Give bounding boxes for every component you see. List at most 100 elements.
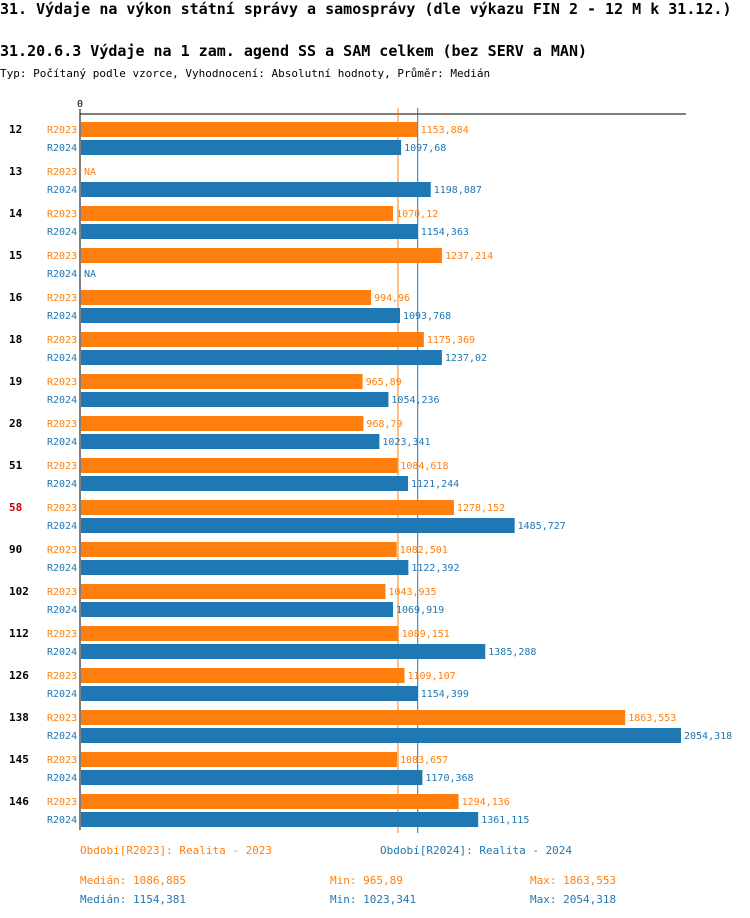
value-label-r2023: 965,89 (366, 377, 402, 388)
value-label-r2023: NA (84, 167, 96, 178)
bar-chart: 0 12 R2023 1153,884 R2024 1097,68 13 R2023 NA R20… (9, 99, 732, 833)
bar-r2023-145 (81, 752, 398, 767)
value-label-r2024: 1237,02 (445, 353, 487, 364)
stat-r2024-min: Min: 1023,341 (330, 893, 417, 906)
bar-r2023-16 (81, 290, 372, 305)
bar-r2023-19 (81, 374, 363, 389)
bar-r2024-145 (81, 770, 423, 785)
category-label-146: 146 (9, 795, 29, 808)
series-label-r2024: R2024 (47, 185, 77, 196)
bar-r2024-146 (81, 812, 479, 827)
series-label-r2024: R2024 (47, 773, 77, 784)
bar-r2023-112 (81, 626, 399, 641)
category-label-28: 28 (9, 417, 22, 430)
value-label-r2023: 1863,553 (628, 713, 676, 724)
stat-r2023-median: Medián: 1086,885 (80, 874, 186, 887)
legend-r2023: Období[R2023]: Realita - 2023 (80, 844, 273, 857)
bar-r2024-90 (81, 560, 409, 575)
series-label-r2023: R2023 (47, 755, 77, 766)
bar-r2024-19 (81, 392, 389, 407)
series-label-r2023: R2023 (47, 125, 77, 136)
value-label-r2024: 1154,399 (421, 689, 469, 700)
value-label-r2023: 1084,618 (400, 461, 448, 472)
bar-r2023-51 (81, 458, 398, 473)
value-label-r2024: 1485,727 (518, 521, 566, 532)
series-label-r2024: R2024 (47, 647, 77, 658)
category-label-14: 14 (9, 207, 23, 220)
series-label-r2024: R2024 (47, 311, 77, 322)
category-label-138: 138 (9, 711, 29, 724)
series-label-r2024: R2024 (47, 689, 77, 700)
stat-r2023-min: Min: 965,89 (330, 874, 403, 887)
series-label-r2023: R2023 (47, 419, 77, 430)
category-label-16: 16 (9, 291, 23, 304)
value-label-r2023: 994,96 (374, 293, 410, 304)
value-label-r2023: 1109,107 (407, 671, 455, 682)
value-label-r2023: 1070,12 (396, 209, 438, 220)
bar-r2023-138 (81, 710, 626, 725)
series-label-r2024: R2024 (47, 227, 77, 238)
series-label-r2024: R2024 (47, 521, 77, 532)
value-label-r2024: 1097,68 (404, 143, 446, 154)
value-label-r2023: 1082,501 (400, 545, 448, 556)
bar-r2023-102 (81, 584, 386, 599)
value-label-r2024: 1093,768 (403, 311, 451, 322)
value-label-r2023: 1278,152 (457, 503, 505, 514)
bar-r2023-12 (81, 122, 418, 137)
series-label-r2024: R2024 (47, 269, 77, 280)
bar-r2024-12 (81, 140, 402, 155)
bar-r2024-14 (81, 224, 418, 239)
series-label-r2023: R2023 (47, 251, 77, 262)
bar-r2023-14 (81, 206, 394, 221)
category-label-90: 90 (9, 543, 22, 556)
series-label-r2023: R2023 (47, 797, 77, 808)
value-label-r2024: 1069,919 (396, 605, 444, 616)
bar-r2023-28 (81, 416, 364, 431)
bar-r2024-16 (81, 308, 400, 323)
legend-r2024: Období[R2024]: Realita - 2024 (380, 844, 573, 857)
series-label-r2023: R2023 (47, 671, 77, 682)
category-label-58: 58 (9, 501, 22, 514)
bar-r2024-138 (81, 728, 681, 743)
series-label-r2024: R2024 (47, 815, 77, 826)
series-label-r2024: R2024 (47, 395, 77, 406)
series-label-r2023: R2023 (47, 713, 77, 724)
value-label-r2023: 1294,136 (462, 797, 510, 808)
value-label-r2024: 2054,318 (684, 731, 732, 742)
bar-r2023-126 (81, 668, 405, 683)
bar-r2024-112 (81, 644, 486, 659)
chart-meta: Typ: Počítaný podle vzorce, Vyhodnocení:… (0, 67, 491, 80)
series-label-r2023: R2023 (47, 335, 77, 346)
bar-r2023-18 (81, 332, 424, 347)
value-label-r2023: 1089,151 (402, 629, 450, 640)
bar-r2024-13 (81, 182, 431, 197)
bar-r2023-90 (81, 542, 397, 557)
x-tick-label: 0 (77, 99, 83, 110)
category-label-145: 145 (9, 753, 29, 766)
series-label-r2024: R2024 (47, 143, 77, 154)
bar-r2024-28 (81, 434, 380, 449)
bar-r2023-15 (81, 248, 442, 263)
category-label-102: 102 (9, 585, 29, 598)
series-label-r2023: R2023 (47, 545, 77, 556)
value-label-r2024: 1122,392 (411, 563, 459, 574)
series-label-r2024: R2024 (47, 605, 77, 616)
series-label-r2024: R2024 (47, 437, 77, 448)
value-label-r2024: 1023,341 (382, 437, 430, 448)
value-label-r2023: 1175,369 (427, 335, 475, 346)
series-label-r2023: R2023 (47, 629, 77, 640)
bar-r2024-51 (81, 476, 409, 491)
value-label-r2024: 1198,887 (434, 185, 482, 196)
series-label-r2024: R2024 (47, 479, 77, 490)
bar-r2024-18 (81, 350, 442, 365)
stat-r2024-median: Medián: 1154,381 (80, 893, 186, 906)
value-label-r2024: 1361,115 (481, 815, 529, 826)
category-label-13: 13 (9, 165, 22, 178)
stat-r2023-max: Max: 1863,553 (530, 874, 617, 887)
value-label-r2024: 1154,363 (421, 227, 469, 238)
category-label-112: 112 (9, 627, 29, 640)
value-label-r2024: 1170,368 (425, 773, 473, 784)
bar-r2024-126 (81, 686, 418, 701)
series-label-r2024: R2024 (47, 731, 77, 742)
value-label-r2023: 1237,214 (445, 251, 493, 262)
